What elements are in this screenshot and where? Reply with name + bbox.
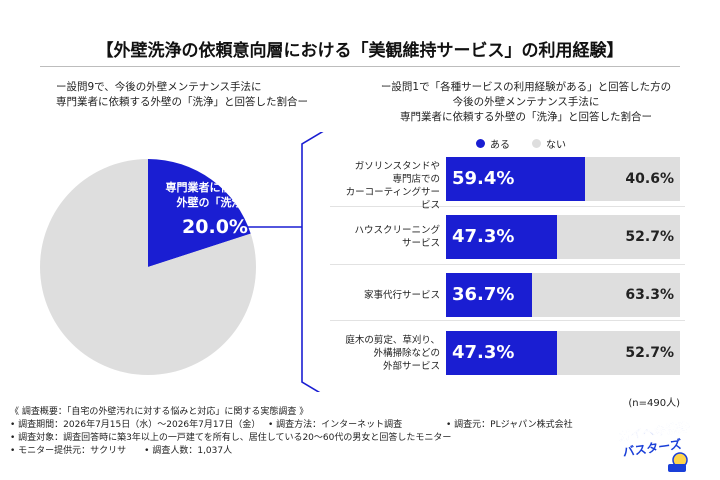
category-label: ハウスクリーニング サービス xyxy=(354,225,440,249)
data-label-yes: 47.3% xyxy=(452,226,515,247)
brand-logo-icon: ガイヘキ洗浄 バスターズ xyxy=(617,419,691,472)
footnote-row: • 調査期間：2026年7月15日（水）〜2026年7月17日（金） • 調査方… xyxy=(10,419,610,432)
category-label: 庭木の剪定、草刈り、 外構掃除などの 外部サービス xyxy=(345,334,440,372)
page-title: 【外壁洗浄の依頼意向層における「美観維持サービス」の利用経験】 xyxy=(96,41,624,61)
footnote-method: • 調査方法：インターネット調査 xyxy=(268,420,403,430)
bar-yes xyxy=(446,215,557,259)
footnote-target: • 調査対象：調査回答時に築3年以上の一戸建てを所有し、居住している20〜60代… xyxy=(10,433,452,443)
legend-item-yes: ある xyxy=(476,136,510,151)
data-label-no: 63.3% xyxy=(625,287,674,303)
pie-value-label: 20.0% xyxy=(182,216,248,238)
right-subtitle-line: ー設問1で「各種サービスの利用経験がある」と回答した方の xyxy=(380,81,672,93)
category-labels: ガソリンスタンドや 専門店での カーコーティングサービスハウスクリーニング サービス家… xyxy=(340,150,440,382)
bar-no xyxy=(584,157,680,201)
pie-label-line2: 外壁の「洗浄」 xyxy=(176,196,254,209)
bracket-line xyxy=(301,132,324,392)
pie-slice-label: 専門業者に依頼する 外壁の「洗浄」 20.0% xyxy=(160,180,270,240)
pie-label-line1: 専門業者に依頼する xyxy=(165,181,265,194)
stacked-bar-chart: 59.4% 40.6% 47.3% 52.7% 36.7% 63.3% 47.3% 52.7% xyxy=(446,150,680,382)
data-label-yes: 36.7% xyxy=(452,284,515,305)
right-subtitle: ー設問1で「各種サービスの利用経験がある」と回答した方の 今後の外壁メンテナンス… xyxy=(360,80,692,125)
sample-size: (n=490人) xyxy=(628,398,680,409)
left-subtitle: ー設問9で、今後の外壁メンテナンス手法に 専門業者に依頼する外壁の「洗浄」と回答… xyxy=(56,80,326,110)
bar-no xyxy=(556,331,680,375)
pie-chart xyxy=(40,132,324,392)
legend-label: ある xyxy=(490,140,510,151)
bar-yes xyxy=(446,273,532,317)
pie-slice-other xyxy=(40,159,256,375)
title-divider xyxy=(40,66,680,67)
legend-dot-yes-icon xyxy=(476,139,485,148)
right-subtitle-line: 専門業者に依頼する外壁の「洗浄」と回答した割合ー xyxy=(400,111,652,123)
footnote-overview: 《 調査概要：「自宅の外壁汚れに対する悩みと対応」に関する実態調査 》 xyxy=(10,407,309,417)
footnote-source: • 調査元：PLジャパン株式会社 xyxy=(446,420,573,430)
legend: ある ない xyxy=(476,136,566,151)
footnote-provider: • モニター提供元：サクリサ xyxy=(10,446,127,456)
left-subtitle-line: 専門業者に依頼する外壁の「洗浄」と回答した割合ー xyxy=(56,96,308,108)
bar-yes xyxy=(446,331,557,375)
logo-mascot-body xyxy=(668,464,686,472)
bar-yes xyxy=(446,157,585,201)
bar-no xyxy=(556,215,680,259)
survey-footnotes: 《 調査概要：「自宅の外壁汚れに対する悩みと対応」に関する実態調査 》 • 調査… xyxy=(10,406,610,458)
data-label-no: 52.7% xyxy=(625,345,674,361)
bar-no xyxy=(531,273,680,317)
row-divider xyxy=(330,206,685,207)
row-divider xyxy=(330,264,685,265)
legend-dot-no-icon xyxy=(532,139,541,148)
data-label-no: 52.7% xyxy=(625,229,674,245)
footnote-period: • 調査期間：2026年7月15日（水）〜2026年7月17日（金） xyxy=(10,420,261,430)
pie-slice-washing xyxy=(148,159,251,267)
legend-item-no: ない xyxy=(532,136,566,151)
data-label-yes: 47.3% xyxy=(452,342,515,363)
footnote-row: • モニター提供元：サクリサ • 調査人数：1,037人 xyxy=(10,445,610,458)
data-label-no: 40.6% xyxy=(625,171,674,187)
row-divider xyxy=(330,320,685,321)
category-label: 家事代行サービス xyxy=(363,289,440,301)
category-label: ガソリンスタンドや 専門店での カーコーティングサービス xyxy=(345,160,440,211)
legend-label: ない xyxy=(546,140,566,151)
footnote-count: • 調査人数：1,037人 xyxy=(144,446,233,456)
left-subtitle-line: ー設問9で、今後の外壁メンテナンス手法に xyxy=(56,81,262,93)
data-label-yes: 59.4% xyxy=(452,168,515,189)
right-subtitle-line: 今後の外壁メンテナンス手法に xyxy=(452,96,600,108)
